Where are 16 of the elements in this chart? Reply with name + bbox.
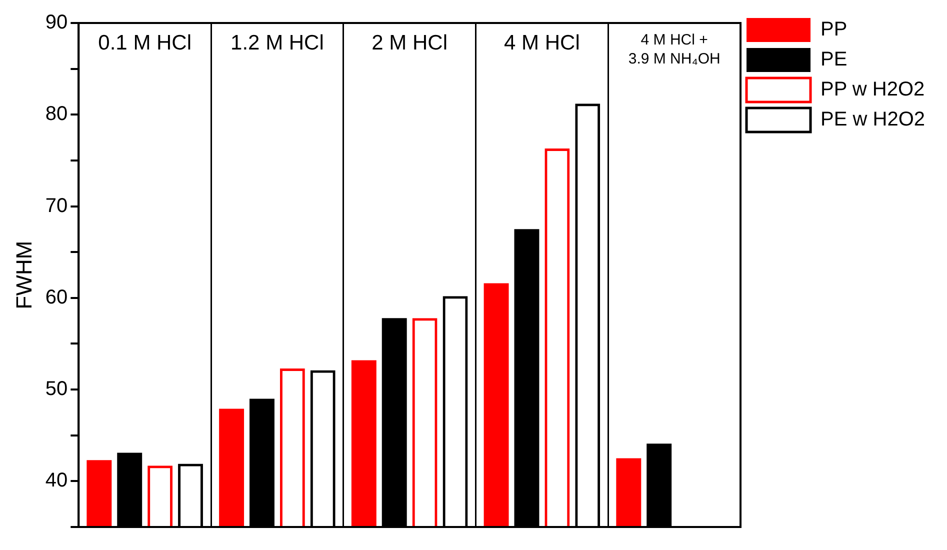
x-tick-label: 2 M HCl	[372, 31, 448, 54]
y-tick-label: 60	[45, 286, 68, 308]
x-tick-label: 0.1 M HCl	[98, 31, 192, 54]
x-tick-label: 1.2 M HCl	[230, 31, 324, 54]
y-tick-label: 90	[45, 12, 68, 34]
y-tick-label: 40	[45, 470, 68, 492]
legend-label: PP	[820, 18, 848, 41]
y-tick-label: 80	[45, 103, 68, 126]
x-tick-label: 4 M HCl	[504, 31, 580, 54]
y-axis-title: FWHM	[11, 240, 36, 310]
x-tick-label: 4 M HCl + 3.9 M NH₄OH	[628, 32, 720, 68]
y-tick-label: 50	[45, 378, 68, 400]
y-tick-label: 70	[45, 194, 68, 217]
legend-label: PP w H2O2	[820, 78, 925, 101]
legend-label: PE	[820, 48, 848, 71]
legend-label: PE w H2O2	[820, 108, 925, 131]
